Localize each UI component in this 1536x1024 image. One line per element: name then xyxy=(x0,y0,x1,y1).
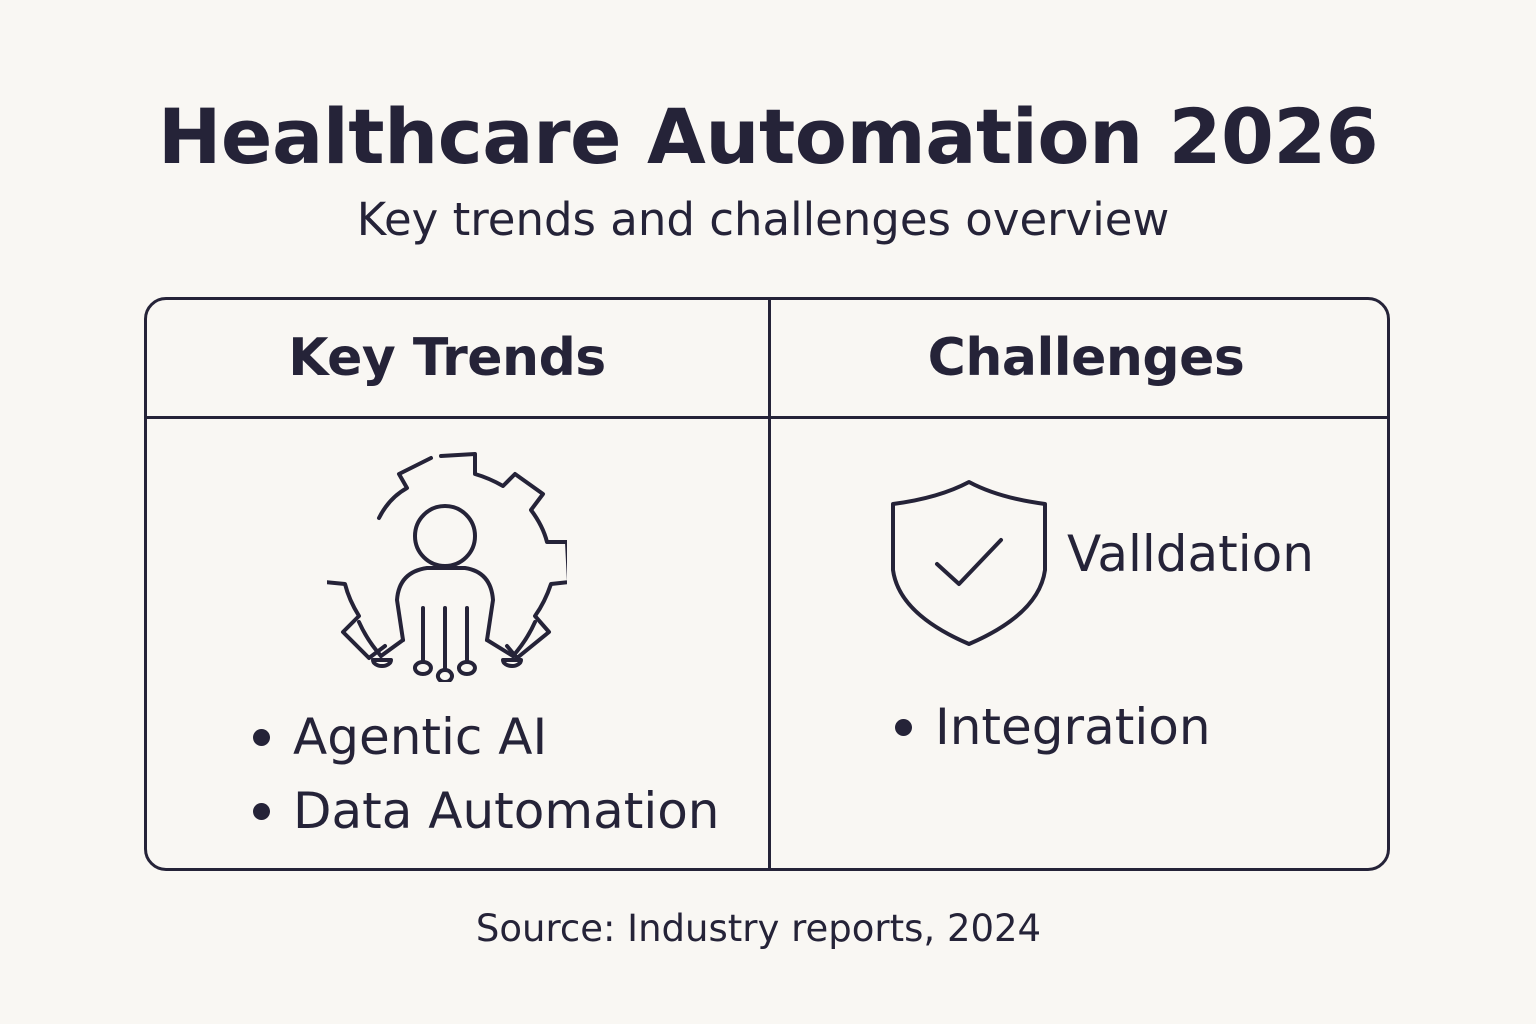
trends-heading: Key Trends xyxy=(288,328,606,388)
gear-person-network-icon xyxy=(327,452,567,682)
list-item: Data Automation xyxy=(253,774,720,848)
source-note: Source: Industry reports, 2024 xyxy=(475,907,1042,950)
list-item: Agentic AI xyxy=(253,700,720,774)
shield-check-icon xyxy=(891,480,1047,646)
header-divider xyxy=(147,416,1387,419)
validation-label: Valldation xyxy=(1067,525,1314,583)
list-item-label: Data Automation xyxy=(293,782,720,840)
gear-outline-icon xyxy=(327,452,567,660)
bullet-icon xyxy=(895,719,912,736)
person-body-icon xyxy=(395,566,495,642)
list-item-label: Integration xyxy=(935,698,1211,756)
list-item-label: Agentic AI xyxy=(293,708,548,766)
bullet-icon xyxy=(253,729,270,746)
column-divider xyxy=(768,300,771,868)
comparison-table: Key Trends Challenges Agentic AI Data Au… xyxy=(144,297,1390,871)
challenges-list: Integration xyxy=(895,690,1211,764)
bullet-icon xyxy=(253,803,270,820)
page-title: Healthcare Automation 2026 xyxy=(157,92,1379,181)
checkmark-icon xyxy=(935,538,1003,586)
trends-list: Agentic AI Data Automation xyxy=(253,700,720,848)
page-subtitle: Key trends and challenges overview xyxy=(356,193,1170,246)
list-item: Integration xyxy=(895,690,1211,764)
challenges-heading: Challenges xyxy=(927,328,1245,388)
person-head-icon xyxy=(413,504,477,568)
